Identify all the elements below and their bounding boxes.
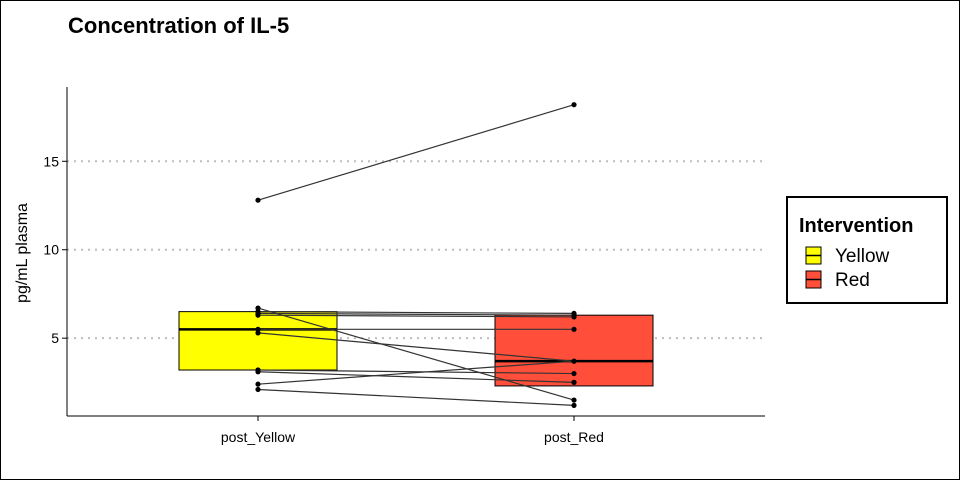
y-axis-title: pg/mL plasma bbox=[14, 203, 31, 303]
data-point-post_Red bbox=[571, 379, 577, 385]
pair-line bbox=[257, 312, 575, 316]
data-point-post_Red bbox=[571, 402, 577, 408]
box-post_Yellow bbox=[178, 311, 338, 371]
pair-line bbox=[257, 307, 575, 401]
data-point-post_Red bbox=[571, 370, 577, 377]
data-point-post_Yellow bbox=[255, 330, 261, 336]
legend: Intervention Yellow Red bbox=[786, 196, 948, 304]
pair-line bbox=[257, 104, 575, 201]
pair-line bbox=[257, 360, 575, 385]
data-point-post_Yellow bbox=[255, 386, 261, 393]
legend-label-yellow: Yellow bbox=[835, 246, 890, 267]
legend-label-red: Red bbox=[835, 270, 870, 291]
legend-title: Intervention bbox=[799, 215, 913, 237]
data-point-post_Yellow bbox=[255, 381, 261, 387]
y-tick-label: 5 bbox=[51, 330, 59, 346]
pair-line bbox=[257, 332, 575, 362]
pair-line bbox=[257, 371, 575, 383]
pair-line bbox=[257, 369, 575, 375]
y-tick-label: 10 bbox=[43, 242, 59, 258]
pair-line bbox=[257, 311, 575, 315]
pair-line bbox=[257, 388, 575, 406]
data-point-post_Red bbox=[571, 358, 577, 364]
x-tick-label: post_Red bbox=[544, 429, 604, 445]
plot-area: 5 10 15 post_Yellow post_Red bbox=[43, 87, 765, 445]
x-tick-label: post_Yellow bbox=[221, 429, 296, 445]
data-point-post_Red bbox=[571, 397, 577, 403]
data-point-post_Yellow bbox=[255, 369, 261, 375]
data-point-post_Red bbox=[571, 314, 577, 320]
chart-title: Concentration of IL-5 bbox=[68, 13, 289, 38]
data-point-post_Yellow bbox=[255, 312, 261, 318]
data-point-post_Red bbox=[571, 326, 577, 332]
data-point-post_Yellow bbox=[255, 197, 261, 203]
data-point-post_Red bbox=[571, 102, 577, 108]
pair-line bbox=[257, 314, 575, 318]
y-tick-label: 15 bbox=[43, 153, 59, 169]
